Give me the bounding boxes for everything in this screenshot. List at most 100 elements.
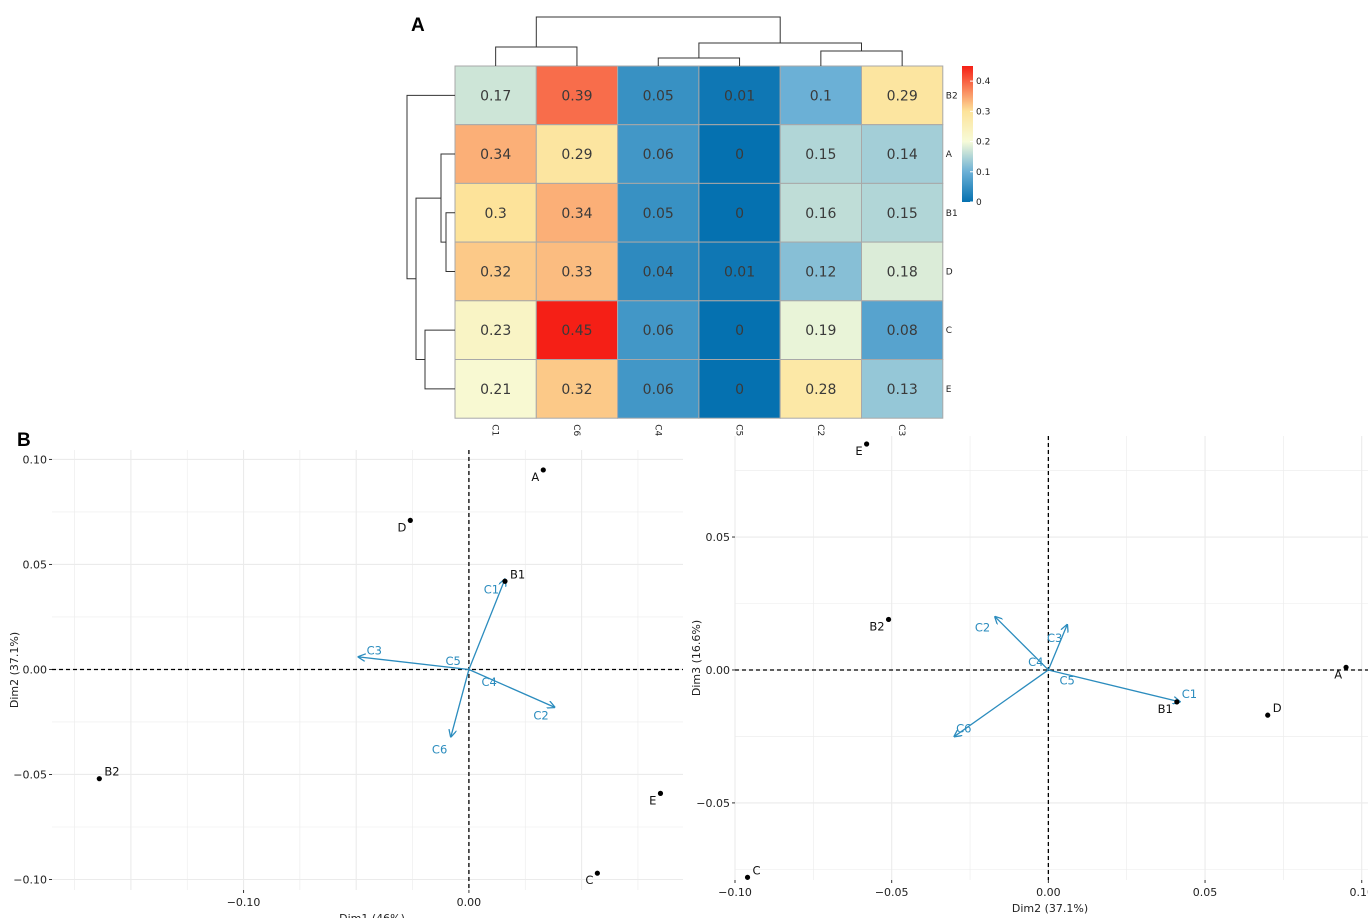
legend-colorbar [962, 66, 973, 202]
column-dendrogram-branch [820, 50, 903, 66]
heatmap-cell [779, 241, 863, 302]
variable-arrow [954, 669, 1049, 736]
variable-arrow-label: C2 [533, 709, 548, 723]
y-axis-title: Dim3 (16.6%) [690, 620, 703, 696]
column-dendrogram-branch [535, 16, 781, 47]
heatmap-cell [861, 65, 944, 126]
x-axis-title: Dim1 (46%) [339, 912, 405, 918]
sample-point [407, 517, 413, 523]
heatmap-cell-label: 0.33 [561, 264, 592, 280]
sample-point-label: B1 [1158, 702, 1173, 716]
heatmap-cell [698, 124, 781, 184]
heatmap-cell-label: 0.15 [887, 206, 918, 222]
sample-point [594, 870, 600, 876]
sample-point-label: D [1273, 701, 1282, 715]
heatmap-cell [454, 241, 537, 302]
heatmap-cell [861, 124, 944, 184]
heatmap-cell [535, 241, 619, 302]
variable-arrow-label: C6 [956, 721, 971, 735]
sample-point-label: B1 [510, 567, 525, 581]
column-dendrogram-branch [495, 46, 578, 66]
sample-point-label: B2 [104, 765, 119, 779]
sample-point-label: C [585, 873, 593, 887]
sample-point-label: D [397, 520, 406, 534]
heatmap-cell-label: 0.13 [887, 382, 918, 398]
heatmap-cell-label: 0.29 [561, 147, 592, 163]
heatmap-cell [698, 241, 781, 302]
x-tick-label: −0.10 [718, 886, 752, 899]
sample-point [540, 467, 546, 473]
heatmap-cell-label: 0.17 [480, 88, 511, 104]
sample-point-label: E [855, 444, 862, 458]
heatmap-cell-label: 0.06 [643, 382, 674, 398]
y-tick-label: 0.00 [23, 663, 48, 676]
sample-point [1174, 699, 1180, 705]
row-dendrogram-branch [445, 212, 455, 272]
heatmap-cell [454, 65, 537, 126]
heatmap-cell [454, 359, 537, 419]
variable-arrow [468, 668, 555, 707]
legend-tick-label: 0.3 [976, 107, 990, 117]
row-dendrogram-branch [415, 197, 441, 360]
y-axis-title: Dim2 (37.1%) [8, 632, 21, 708]
y-tick-label: −0.10 [13, 873, 47, 886]
heatmap-cell-label: 0.45 [561, 323, 592, 339]
variable-arrow [468, 579, 505, 670]
variable-arrow [358, 657, 469, 671]
heatmap-cell-label: 0.32 [480, 264, 511, 280]
panel-label-a: A [411, 15, 425, 36]
heatmap-cell-label: 0.18 [887, 264, 918, 280]
heatmap-cell-label: 0.28 [805, 382, 836, 398]
heatmap-cell [617, 241, 700, 302]
heatmap-cell-label: 0.39 [561, 88, 592, 104]
variable-arrow [1047, 625, 1067, 671]
heatmap-cell-label: 0 [735, 147, 744, 163]
heatmap-row-label: C [946, 326, 952, 336]
heatmap-cell-label: 0.34 [561, 206, 592, 222]
heatmap-cell [861, 182, 944, 243]
sample-point [744, 874, 751, 880]
sample-point-label: A [1334, 667, 1342, 681]
pca-biplot-dim2-dim3: −0.10 −0.05 0.00 0.05 0.10 −0.05 0.00 0.05 Dim2 … [690, 436, 1368, 915]
heatmap-cell-label: 0.12 [805, 264, 836, 280]
x-axis-title: Dim2 (37.1%) [1012, 902, 1088, 915]
legend-tick-label: 0 [976, 198, 982, 208]
heatmap-cell-label: 0.32 [561, 382, 592, 398]
heatmap-cell [454, 300, 537, 360]
sample-point [885, 616, 892, 623]
heatmap: 0.17 0.39 0.05 0.01 0.1 0.29 0.34 0.29 0.06 0 0.15… [406, 16, 991, 436]
sample-point-label: B2 [869, 619, 884, 633]
variable-arrow-label: C1 [484, 583, 499, 597]
heatmap-cell-label: 0.1 [810, 88, 832, 104]
variable-arrow-label: C5 [1059, 674, 1074, 688]
heatmap-cell-label: 0.16 [805, 206, 836, 222]
sample-point-label: C [753, 863, 761, 877]
sample-point [657, 790, 664, 796]
legend-tick-label: 0.2 [976, 138, 990, 148]
heatmap-cell-label: 0.06 [643, 147, 674, 163]
heatmap-row-label: D [946, 267, 953, 277]
heatmap-cell [779, 359, 863, 419]
heatmap-cell [698, 65, 781, 126]
heatmap-cell [535, 124, 619, 184]
sample-point [864, 441, 870, 447]
heatmap-cell [617, 300, 700, 360]
variable-arrow-label: C4 [1028, 655, 1043, 669]
x-tick-label: −0.10 [227, 896, 261, 909]
sample-point [1265, 712, 1271, 718]
heatmap-cell [698, 182, 781, 243]
heatmap-cell-label: 0.15 [805, 147, 836, 163]
sample-point [502, 578, 508, 584]
heatmap-cell-label: 0.19 [805, 323, 836, 339]
heatmap-cell-label: 0 [735, 382, 744, 398]
heatmap-cell [861, 359, 944, 419]
heatmap-cell-label: 0.21 [480, 382, 511, 398]
heatmap-cell [861, 300, 944, 360]
heatmap-row-label: B1 [946, 209, 958, 219]
variable-arrow-label: C2 [975, 620, 990, 634]
x-tick-label: −0.05 [875, 886, 909, 899]
sample-point [96, 776, 102, 782]
heatmap-cell [861, 241, 944, 302]
variable-arrow-label: C3 [1047, 631, 1062, 645]
